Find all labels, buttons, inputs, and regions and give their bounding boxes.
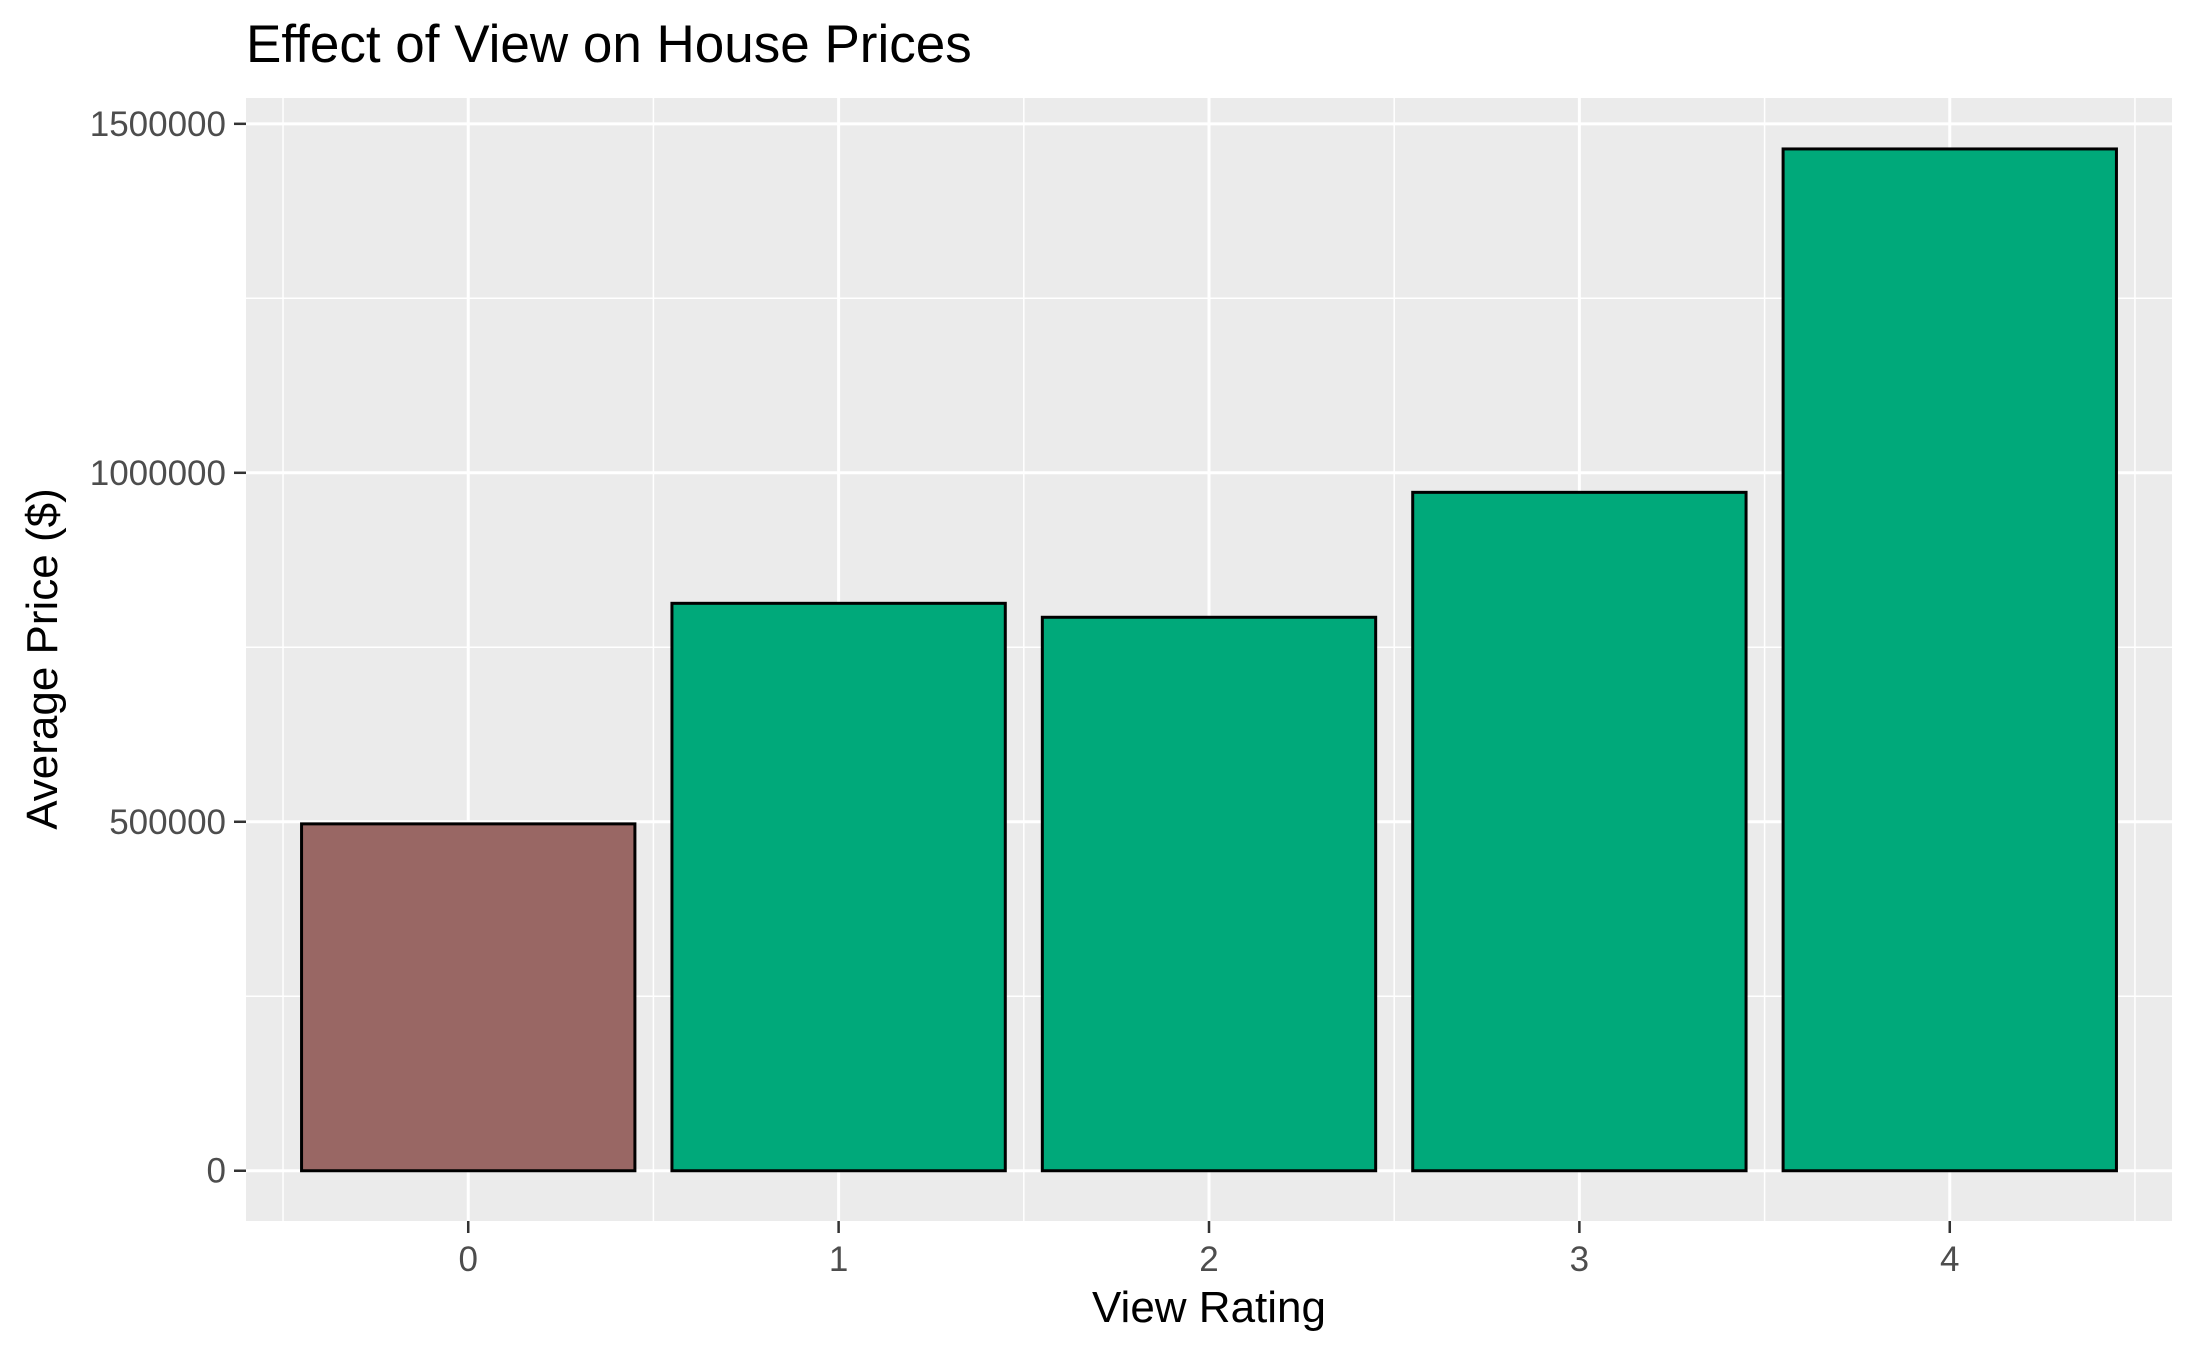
y-axis-ticks: 0 500000 1000000 1500000 xyxy=(90,105,246,1191)
x-tick-label: 1 xyxy=(829,1240,848,1279)
bar xyxy=(1040,615,1378,1173)
bar xyxy=(300,822,637,1173)
y-axis-title: Average Price ($) xyxy=(18,488,67,830)
y-tick-label: 1000000 xyxy=(90,454,226,493)
x-tick-label: 2 xyxy=(1199,1240,1218,1279)
bar xyxy=(1411,490,1748,1173)
x-tick-label: 0 xyxy=(458,1240,477,1279)
x-tick-label: 4 xyxy=(1940,1240,1959,1279)
bars xyxy=(300,147,2118,1173)
y-tick-label: 500000 xyxy=(109,803,226,842)
bar xyxy=(670,601,1007,1173)
chart-title: Effect of View on House Prices xyxy=(246,15,972,74)
bar xyxy=(1781,147,2118,1173)
y-tick-label: 0 xyxy=(207,1152,226,1191)
x-tick-label: 3 xyxy=(1570,1240,1589,1279)
x-axis-ticks: 0 1 2 3 4 xyxy=(458,1221,1960,1279)
y-tick-label: 1500000 xyxy=(90,105,226,144)
x-axis-title: View Rating xyxy=(1092,1283,1326,1332)
